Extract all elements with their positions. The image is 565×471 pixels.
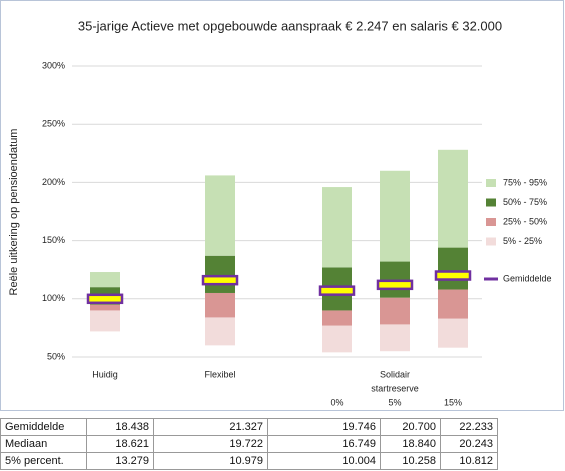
y-tick-label: 250% <box>42 119 65 129</box>
legend-label: 50% - 75% <box>503 197 547 207</box>
table-cell: 18.621 <box>86 435 154 453</box>
legend-swatch <box>486 198 496 207</box>
data-table: Gemiddelde 18.438 21.327 19.746 20.700 22.233… <box>0 418 498 470</box>
mean-marker <box>318 285 356 296</box>
y-tick-label: 100% <box>42 293 65 303</box>
x-tick-label: Flexibel <box>204 369 235 379</box>
legend-swatch <box>486 237 496 246</box>
bar-segment <box>205 255 235 293</box>
bar-segment <box>380 324 410 352</box>
table-cell: 5% percent. <box>0 452 87 470</box>
bar-segment <box>322 325 352 353</box>
table-row: Mediaan 18.621 19.722 16.749 18.840 20.243 <box>0 435 498 453</box>
table-cell: 20.243 <box>440 435 498 453</box>
chart-frame <box>0 0 564 411</box>
bar-segment <box>380 170 410 262</box>
bar-segment <box>90 304 120 311</box>
bar-segment <box>90 310 120 332</box>
table-cell: 18.840 <box>380 435 441 453</box>
bar-segment <box>205 292 235 318</box>
x-tick-label: 0% <box>330 397 343 407</box>
legend-label: Gemiddelde <box>503 273 552 283</box>
table-cell: 10.979 <box>153 452 268 470</box>
table-cell: 10.004 <box>267 452 381 470</box>
legend-swatch <box>486 179 496 187</box>
table-cell: Mediaan <box>0 435 87 453</box>
y-tick-label: 200% <box>42 177 65 187</box>
bar-segment <box>90 272 120 288</box>
table-cell: 13.279 <box>86 452 154 470</box>
table-cell: 10.812 <box>440 452 498 470</box>
table-cell: 10.258 <box>380 452 441 470</box>
x-group-label: Solidair <box>380 369 410 379</box>
bar-segment <box>438 247 468 290</box>
table-cell: 19.746 <box>267 418 381 436</box>
table-cell: Gemiddelde <box>0 418 87 436</box>
bar-segment <box>438 318 468 348</box>
mean-marker <box>86 293 124 305</box>
table-cell: 21.327 <box>153 418 268 436</box>
table-cell: 19.722 <box>153 435 268 453</box>
y-tick-label: 50% <box>47 351 65 361</box>
bar-segment <box>205 175 235 256</box>
table-row: Gemiddelde 18.438 21.327 19.746 20.700 22.233 <box>0 418 498 436</box>
y-axis-label: Reële uitkering op pensioendatum <box>8 129 20 296</box>
bar-segment <box>380 297 410 325</box>
bar-segment <box>438 289 468 319</box>
legend-label: 75% - 95% <box>503 177 547 187</box>
x-tick-label: Huidig <box>92 369 118 379</box>
chart-title: 35-jarige Actieve met opgebouwde aanspra… <box>78 18 502 33</box>
table-cell: 18.438 <box>86 418 154 436</box>
legend-swatch <box>486 218 496 226</box>
x-tick-label: 5% <box>388 397 401 407</box>
y-tick-label: 150% <box>42 235 65 245</box>
table-row: 5% percent. 13.279 10.979 10.004 10.258 10.81… <box>0 452 498 470</box>
bar-segment <box>322 310 352 326</box>
mean-marker <box>434 270 472 281</box>
bar-segment <box>205 317 235 346</box>
mean-marker <box>201 274 239 286</box>
x-group-label: startreserve <box>371 383 419 393</box>
legend-label: 25% - 50% <box>503 216 547 226</box>
y-tick-label: 300% <box>42 60 65 70</box>
x-tick-label: 15% <box>444 397 462 407</box>
table-cell: 22.233 <box>440 418 498 436</box>
table-cell: 16.749 <box>267 435 381 453</box>
bar-segment <box>438 149 468 248</box>
chart: 35-jarige Actieve met opgebouwde aanspra… <box>0 0 564 411</box>
table-cell: 20.700 <box>380 418 441 436</box>
bar-segment <box>322 187 352 268</box>
mean-marker <box>376 279 414 291</box>
legend-label: 5% - 25% <box>503 236 542 246</box>
